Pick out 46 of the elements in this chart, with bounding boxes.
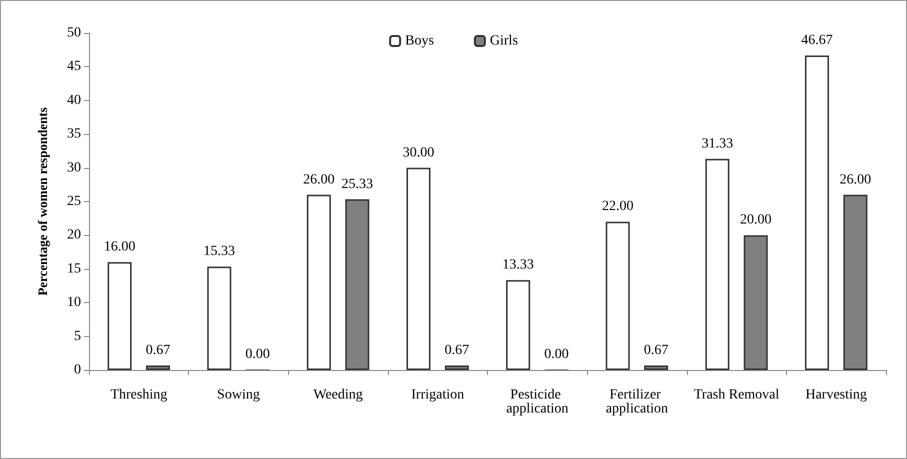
data-label: 26.00: [840, 172, 872, 188]
data-label: 25.33: [342, 176, 374, 192]
y-tick-label: 35: [67, 126, 81, 142]
legend-label: Girls: [490, 34, 518, 48]
data-label: 13.33: [502, 258, 534, 273]
bar: [705, 158, 730, 370]
data-label: 0.67: [444, 342, 470, 358]
data-label: 26.00: [303, 172, 335, 188]
bar: [804, 55, 829, 370]
data-label: 22.00: [602, 199, 634, 214]
y-tick-label: 0: [74, 362, 81, 378]
y-tick-label: 50: [67, 26, 81, 40]
x-tick-label: Sowing: [217, 388, 260, 402]
y-tick-label: 25: [67, 194, 81, 209]
bar: [306, 194, 331, 370]
bar: [108, 262, 132, 370]
bar: [606, 222, 630, 370]
x-tick-label: Fertilizer application: [606, 388, 668, 416]
data-label: 46.67: [801, 32, 833, 48]
y-tick-label: 45: [67, 59, 81, 74]
y-tick-label: 30: [67, 160, 81, 176]
data-label: 15.33: [203, 244, 235, 260]
y-tick-label: 10: [67, 295, 81, 310]
bar: [506, 280, 530, 370]
x-tick-label: Harvesting: [805, 388, 867, 402]
data-label: 0.67: [146, 342, 170, 358]
x-tick-label: Pesticide application: [506, 388, 568, 416]
data-label: 31.33: [702, 136, 734, 152]
data-label: 0.67: [644, 342, 668, 358]
data-label: 16.00: [104, 240, 136, 255]
y-tick-label: 15: [67, 261, 81, 276]
x-tick-label: Trash Removal: [694, 388, 780, 402]
x-tick-label: Weeding: [313, 388, 363, 402]
y-axis-title: Percentage of women respondents: [35, 107, 50, 296]
y-tick-label: 5: [74, 328, 81, 344]
x-tick-label: Irrigation: [411, 388, 464, 402]
y-tick-label: 40: [67, 92, 81, 108]
x-tick-label: Threshing: [110, 388, 168, 402]
bar: [406, 168, 430, 370]
data-label: 30.00: [402, 145, 434, 160]
data-label: 0.00: [245, 346, 270, 362]
bar: [207, 266, 232, 370]
data-label: 0.00: [544, 346, 569, 362]
y-tick-label: 20: [67, 228, 81, 243]
legend-label: Boys: [405, 34, 434, 48]
data-label: 20.00: [740, 212, 772, 228]
